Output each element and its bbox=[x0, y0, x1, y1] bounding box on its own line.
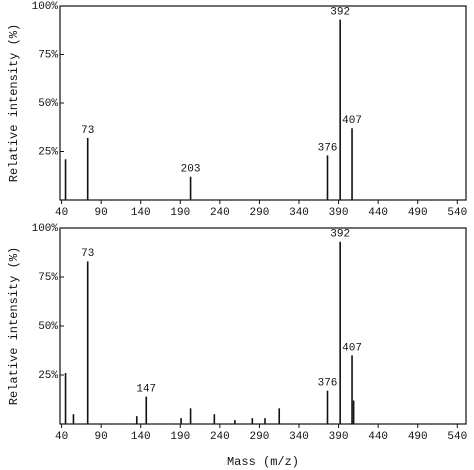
x-axis-label: Mass (m/z) bbox=[227, 455, 299, 469]
peak-label: 147 bbox=[136, 383, 156, 395]
x-tick-label: 40 bbox=[55, 431, 68, 443]
x-tick-label: 140 bbox=[131, 207, 151, 219]
peak-label: 73 bbox=[81, 248, 94, 260]
x-tick-label: 540 bbox=[447, 207, 467, 219]
y-tick-label: 75% bbox=[38, 272, 58, 284]
y-axis-label: Relative intensity (%) bbox=[7, 24, 21, 182]
plot-frame bbox=[59, 5, 467, 201]
x-tick-label: 440 bbox=[368, 207, 388, 219]
x-tick-label: 340 bbox=[289, 207, 309, 219]
y-tick-label: 100% bbox=[32, 223, 59, 235]
peak-label: 73 bbox=[81, 125, 94, 137]
x-tick-label: 440 bbox=[368, 431, 388, 443]
x-tick-label: 340 bbox=[289, 431, 309, 443]
y-axis-label: Relative intensity (%) bbox=[7, 247, 21, 405]
x-tick-label: 290 bbox=[250, 207, 270, 219]
x-tick-label: 390 bbox=[329, 207, 349, 219]
y-tick-label: 75% bbox=[38, 49, 58, 61]
x-tick-label: 490 bbox=[408, 431, 428, 443]
peak-label: 407 bbox=[342, 115, 362, 127]
x-tick-label: 90 bbox=[95, 431, 108, 443]
x-tick-label: 40 bbox=[55, 207, 68, 219]
x-tick-label: 240 bbox=[210, 431, 230, 443]
peak-label: 203 bbox=[181, 164, 201, 176]
peak-label: 392 bbox=[330, 229, 350, 241]
x-tick-label: 490 bbox=[408, 207, 428, 219]
y-tick-label: 50% bbox=[38, 321, 58, 333]
peak-label: 407 bbox=[342, 342, 362, 354]
peak-label: 376 bbox=[318, 378, 338, 390]
x-tick-label: 240 bbox=[210, 207, 230, 219]
peak-label: 376 bbox=[318, 142, 338, 154]
x-tick-label: 90 bbox=[95, 207, 108, 219]
plot-frame bbox=[59, 227, 467, 425]
x-tick-label: 540 bbox=[447, 431, 467, 443]
y-tick-label: 25% bbox=[38, 370, 58, 382]
x-tick-label: 390 bbox=[329, 431, 349, 443]
x-tick-label: 190 bbox=[170, 431, 190, 443]
y-tick-label: 50% bbox=[38, 98, 58, 110]
x-tick-label: 190 bbox=[170, 207, 190, 219]
y-tick-label: 25% bbox=[38, 146, 58, 158]
y-tick-label: 100% bbox=[32, 1, 59, 13]
x-tick-label: 140 bbox=[131, 431, 151, 443]
peak-label: 392 bbox=[330, 6, 350, 18]
x-tick-label: 290 bbox=[250, 431, 270, 443]
